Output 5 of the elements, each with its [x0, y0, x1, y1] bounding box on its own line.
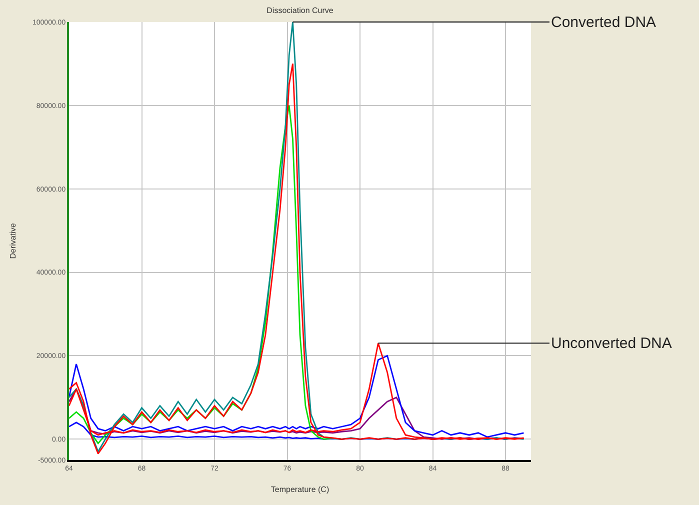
chart-title: Dissociation Curve	[266, 6, 334, 16]
y-axis-title: Derivative	[8, 222, 18, 259]
annotation: Converted DNA	[551, 14, 656, 31]
annotation: Unconverted DNA	[551, 335, 672, 352]
x-axis-title: Temperature (C)	[270, 485, 330, 494]
